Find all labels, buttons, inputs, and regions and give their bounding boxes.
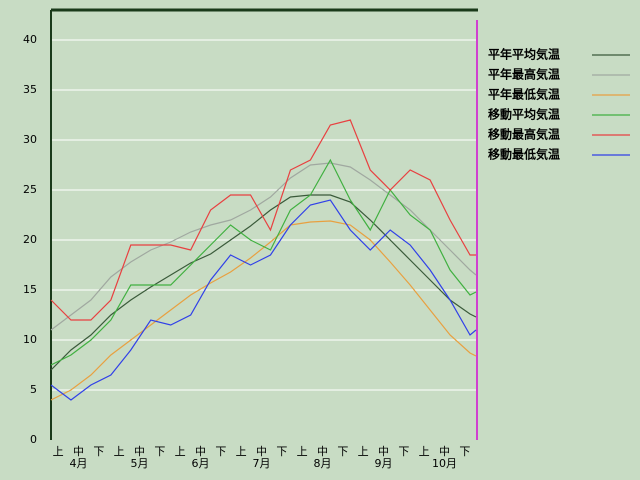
x-tick-label: 中 [73, 445, 84, 458]
series-line [50, 199, 477, 401]
y-tick-label: 15 [23, 283, 37, 296]
x-tick-label: 下 [337, 445, 348, 458]
legend-label: 移動最高気温 [488, 127, 560, 142]
legend-label: 平年最高気温 [488, 67, 560, 82]
x-tick-label: 上 [297, 445, 308, 458]
x-tick-label: 中 [439, 445, 450, 458]
x-tick-label: 上 [236, 445, 247, 458]
legend-label: 平年平均気温 [488, 47, 560, 62]
y-tick-label: 30 [23, 133, 37, 146]
x-tick-label: 上 [114, 445, 125, 458]
x-tick-label: 下 [398, 445, 409, 458]
y-tick-label: 25 [23, 183, 37, 196]
x-tick-label: 中 [195, 445, 206, 458]
x-tick-label: 中 [378, 445, 389, 458]
month-label: 10月 [432, 457, 457, 470]
series-line [50, 162, 477, 331]
month-label: 9月 [375, 457, 393, 470]
x-tick-label: 上 [358, 445, 369, 458]
y-tick-label: 10 [23, 333, 37, 346]
series-line [50, 220, 477, 401]
month-label: 5月 [131, 457, 149, 470]
x-tick-label: 下 [93, 445, 104, 458]
grid [51, 39, 478, 391]
series-line [50, 158, 477, 366]
legend-label: 移動最低気温 [488, 147, 560, 162]
legend-label: 移動平均気温 [488, 107, 560, 122]
month-label: 8月 [314, 457, 332, 470]
month-label: 7月 [253, 457, 271, 470]
x-tick-label: 上 [419, 445, 430, 458]
month-label: 6月 [192, 457, 210, 470]
y-tick-label: 5 [30, 383, 37, 396]
y-tick-label: 40 [23, 33, 37, 46]
x-tick-label: 中 [256, 445, 267, 458]
y-tick-label: 0 [30, 433, 37, 446]
series-line [50, 194, 477, 371]
x-tick-label: 中 [317, 445, 328, 458]
y-tick-label: 20 [23, 233, 37, 246]
x-tick-label: 上 [53, 445, 64, 458]
x-tick-label: 下 [459, 445, 470, 458]
series-line [50, 119, 477, 321]
x-tick-label: 下 [276, 445, 287, 458]
month-label: 4月 [70, 457, 88, 470]
x-tick-label: 下 [215, 445, 226, 458]
y-tick-label: 35 [23, 83, 37, 96]
x-tick-label: 下 [154, 445, 165, 458]
x-tick-label: 上 [175, 445, 186, 458]
x-tick-label: 中 [134, 445, 145, 458]
legend-label: 平年最低気温 [488, 87, 560, 102]
